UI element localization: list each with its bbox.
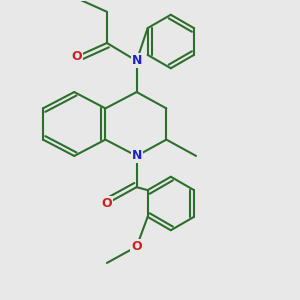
Text: O: O [72,50,83,63]
Text: N: N [131,149,142,162]
Text: N: N [131,54,142,67]
Text: O: O [131,240,142,253]
Text: O: O [102,197,112,210]
